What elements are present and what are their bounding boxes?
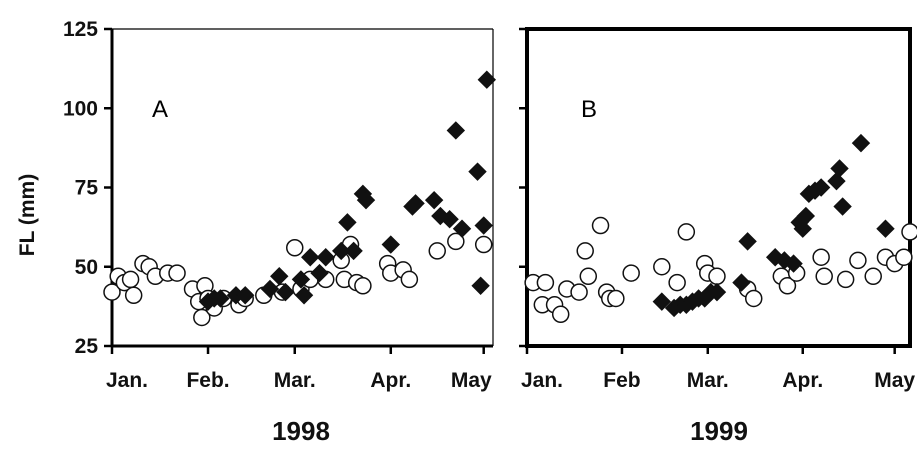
y-axis-label: FL (mm)	[16, 174, 39, 256]
filled-diamond-point	[452, 219, 472, 238]
filled-diamond-point	[474, 216, 493, 235]
x-tick-label: Feb.	[186, 369, 229, 392]
open-circle-point	[836, 270, 855, 289]
filled-diamond-point	[827, 171, 846, 191]
open-circle-point	[653, 258, 671, 276]
open-circle-point	[551, 305, 570, 324]
open-circle-point	[474, 235, 493, 254]
x-tick-label: Mar.	[687, 369, 729, 392]
filled-diamond-point	[468, 162, 487, 181]
filled-diamond-point	[738, 232, 757, 251]
x-tick-label: Jan.	[521, 369, 563, 392]
filled-diamond-point	[732, 273, 751, 292]
y-tick-label: 100	[63, 97, 98, 120]
y-tick-label: 50	[75, 256, 98, 279]
filled-diamond-point	[477, 70, 497, 89]
filled-diamond-point	[652, 292, 672, 311]
filled-diamond-point	[796, 206, 816, 226]
open-circle-point	[901, 223, 917, 241]
x-tick-label: Apr.	[370, 369, 411, 392]
open-circle-point	[576, 242, 594, 260]
open-circle-point	[193, 308, 211, 327]
filled-diamond-point	[424, 190, 444, 210]
open-circle-point	[622, 264, 640, 282]
filled-diamond-point	[276, 282, 295, 302]
filled-diamond-point	[316, 248, 335, 267]
open-circle-point	[895, 248, 913, 266]
filled-diamond-point	[211, 289, 230, 308]
open-circle-point	[864, 267, 882, 286]
year-label: 1998	[272, 416, 330, 446]
open-circle-point	[124, 286, 143, 305]
x-tick-label: May	[874, 369, 915, 392]
filled-diamond-point	[406, 194, 425, 213]
open-circle-point	[447, 232, 465, 251]
filled-diamond-point	[446, 121, 466, 140]
filled-diamond-point	[344, 241, 363, 261]
filled-diamond-point	[270, 267, 289, 286]
open-circle-point	[121, 270, 140, 289]
open-circle-point	[354, 277, 372, 295]
filled-diamond-point	[310, 263, 329, 283]
x-tick-label: Jan.	[106, 369, 148, 392]
open-circle-point	[778, 277, 797, 295]
open-circle-point	[168, 264, 186, 282]
filled-diamond-point	[260, 279, 280, 299]
filled-diamond-point	[876, 219, 895, 238]
y-tick-label: 125	[63, 18, 98, 41]
open-circle-point	[591, 216, 610, 235]
y-tick-label: 75	[75, 177, 99, 200]
filled-diamond-point	[471, 276, 490, 295]
x-tick-label: Apr.	[782, 369, 823, 392]
y-tick-label: 25	[75, 335, 99, 358]
open-circle-point	[607, 289, 625, 308]
x-tick-label: May	[451, 369, 492, 392]
panel-b: Jan. Feb Mar. Apr. May 1999 B	[519, 27, 917, 446]
open-circle-point	[103, 283, 121, 301]
filled-diamond-point	[301, 248, 320, 267]
open-circle-point	[849, 251, 867, 270]
filled-diamond-point	[381, 235, 400, 254]
filled-diamond-point	[332, 241, 351, 261]
filled-diamond-point	[707, 282, 727, 302]
open-circle-point	[400, 270, 419, 289]
panel-letter: A	[152, 96, 168, 123]
filled-diamond-point	[440, 209, 459, 229]
filled-diamond-point	[291, 270, 311, 289]
filled-diamond-point	[851, 133, 871, 153]
filled-diamond-point	[811, 178, 831, 197]
filled-diamond-point	[793, 219, 812, 238]
open-circle-point	[668, 273, 686, 292]
open-circle-point	[536, 273, 555, 292]
open-circle-point	[286, 238, 304, 257]
panel-a: 25 50 75 100 125 Jan. Feb. Mar. Apr. May 1998 A	[63, 18, 497, 446]
open-circle-point	[579, 267, 598, 286]
filled-diamond-point	[235, 286, 255, 305]
filled-diamond-point	[830, 159, 849, 178]
open-circle-point	[677, 223, 696, 241]
open-circle-point	[570, 283, 588, 301]
x-tick-label: Mar.	[274, 369, 316, 392]
open-circle-point	[428, 242, 446, 260]
open-circle-point	[708, 267, 726, 286]
open-circle-point	[815, 267, 833, 286]
filled-diamond-point	[338, 213, 357, 232]
year-label: 1999	[690, 416, 748, 446]
filled-diamond-point	[356, 190, 376, 210]
x-tick-label: Feb	[603, 369, 640, 392]
open-circle-point	[744, 289, 763, 308]
filled-diamond-point	[294, 286, 314, 305]
open-circle-point	[812, 248, 830, 266]
filled-diamond-point	[833, 197, 852, 216]
filled-diamond-point	[784, 254, 803, 273]
panel-letter: B	[581, 96, 597, 123]
